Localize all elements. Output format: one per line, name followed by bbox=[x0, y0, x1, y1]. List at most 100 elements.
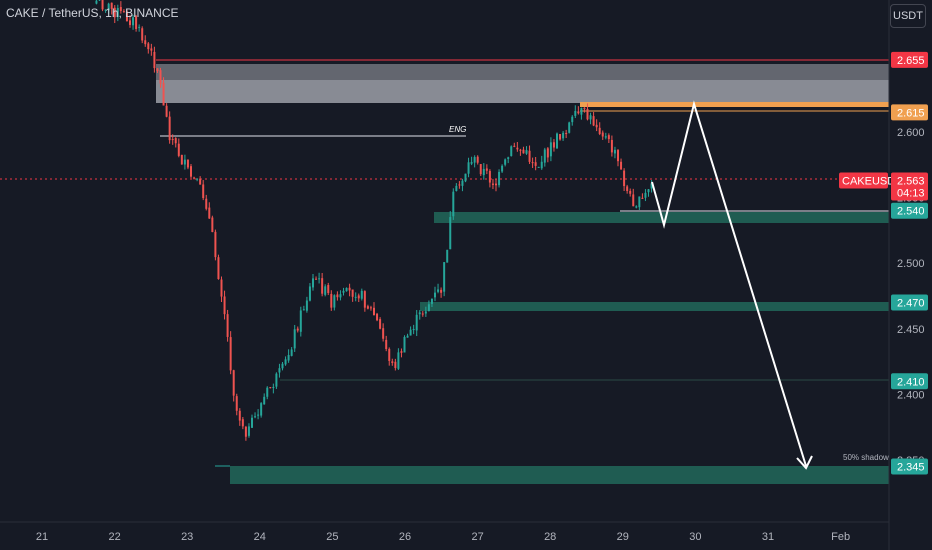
candle-body bbox=[464, 173, 467, 182]
candle-body bbox=[391, 361, 394, 364]
candle-body bbox=[305, 300, 308, 311]
candle-body bbox=[540, 161, 543, 169]
candle-body bbox=[296, 328, 299, 331]
candle-body bbox=[156, 68, 159, 72]
candle-body bbox=[336, 294, 339, 298]
candle-body bbox=[312, 278, 314, 288]
candle-body bbox=[516, 147, 519, 150]
time-tick-label: 31 bbox=[762, 531, 774, 543]
time-tick-label: 29 bbox=[617, 531, 629, 543]
candle-body bbox=[251, 417, 253, 428]
candle-body bbox=[485, 168, 488, 171]
candle-body bbox=[382, 328, 385, 339]
candle-body bbox=[525, 150, 528, 154]
candle-body bbox=[519, 149, 522, 151]
countdown-text: 04:13 bbox=[897, 188, 925, 200]
candle-body bbox=[183, 159, 186, 165]
candle-body bbox=[144, 40, 147, 45]
candle-body bbox=[141, 28, 144, 41]
candle-body bbox=[217, 257, 220, 280]
price-label-text: 2.655 bbox=[897, 55, 925, 67]
candle-body bbox=[647, 189, 650, 193]
candle-body bbox=[549, 142, 552, 157]
price-label-text: 2.470 bbox=[897, 298, 925, 310]
candle-body bbox=[510, 146, 513, 157]
price-tick-label: 2.600 bbox=[897, 127, 925, 139]
candle-body bbox=[180, 154, 183, 165]
candle-body bbox=[122, 11, 125, 13]
candle-body bbox=[421, 313, 424, 315]
price-label-box bbox=[891, 104, 928, 121]
candle-body bbox=[632, 194, 635, 207]
price-label-text: 2.540 bbox=[897, 206, 925, 218]
price-tick-label: 2.500 bbox=[897, 258, 925, 270]
candle-body bbox=[330, 293, 333, 308]
candle-body bbox=[638, 196, 641, 208]
candle-body bbox=[272, 386, 275, 388]
candle-body bbox=[528, 150, 531, 162]
candle-body bbox=[287, 354, 290, 361]
price-label-text: 2.410 bbox=[897, 376, 925, 388]
candle-body bbox=[507, 157, 510, 159]
time-tick-label: 23 bbox=[181, 531, 193, 543]
candle-body bbox=[565, 132, 568, 134]
candle-body bbox=[171, 139, 174, 141]
candle-body bbox=[650, 183, 653, 189]
candle-body bbox=[302, 309, 305, 311]
resistance-zone-top bbox=[156, 64, 889, 80]
candle-body bbox=[351, 289, 354, 297]
candle-body bbox=[589, 115, 592, 120]
candle-body bbox=[400, 351, 403, 353]
candle-body bbox=[348, 287, 351, 291]
candle-body bbox=[266, 387, 269, 397]
candle-body bbox=[238, 410, 241, 421]
candle-body bbox=[556, 133, 558, 149]
candle-body bbox=[290, 349, 293, 356]
candle-body bbox=[308, 286, 311, 301]
time-tick-label: 27 bbox=[471, 531, 483, 543]
time-tick-label: 21 bbox=[36, 531, 48, 543]
support-zone-2345 bbox=[230, 466, 889, 484]
candle-body bbox=[385, 339, 388, 350]
candle-body bbox=[479, 164, 482, 175]
candle-body bbox=[257, 414, 260, 416]
candle-body bbox=[607, 135, 610, 140]
candle-body bbox=[324, 286, 327, 295]
candle-body bbox=[196, 178, 199, 180]
resistance-zone-bottom bbox=[156, 80, 889, 103]
candle-body bbox=[617, 150, 619, 162]
candle-body bbox=[214, 231, 217, 258]
candle-body bbox=[315, 278, 318, 280]
candle-body bbox=[199, 178, 202, 185]
candle-body bbox=[571, 116, 574, 123]
price-label-box bbox=[891, 202, 928, 219]
projection-arrowhead bbox=[796, 455, 813, 470]
candle-body bbox=[418, 312, 421, 315]
candle-body bbox=[125, 11, 128, 22]
candle-body bbox=[434, 292, 436, 298]
candle-body bbox=[635, 206, 638, 208]
candle-body bbox=[177, 143, 180, 156]
candle-body bbox=[318, 278, 321, 280]
candle-body bbox=[458, 184, 461, 186]
candle-body bbox=[601, 132, 604, 137]
candle-body bbox=[220, 279, 223, 297]
price-label-2.655: 2.655 bbox=[891, 51, 928, 68]
time-tick-label: 28 bbox=[544, 531, 556, 543]
candle-body bbox=[534, 162, 537, 166]
candle-body bbox=[269, 387, 272, 389]
currency-button[interactable]: USDT bbox=[890, 4, 926, 28]
candle-body bbox=[427, 304, 430, 312]
candle-body bbox=[275, 373, 278, 387]
candle-body bbox=[574, 110, 577, 116]
candle-body bbox=[504, 159, 507, 165]
candle-body bbox=[491, 183, 494, 185]
candle-body bbox=[531, 162, 534, 164]
candle-body bbox=[232, 370, 235, 396]
projection-path bbox=[651, 100, 807, 467]
candle-body bbox=[342, 290, 345, 293]
candle-body bbox=[455, 185, 458, 191]
candle-body bbox=[470, 162, 473, 164]
